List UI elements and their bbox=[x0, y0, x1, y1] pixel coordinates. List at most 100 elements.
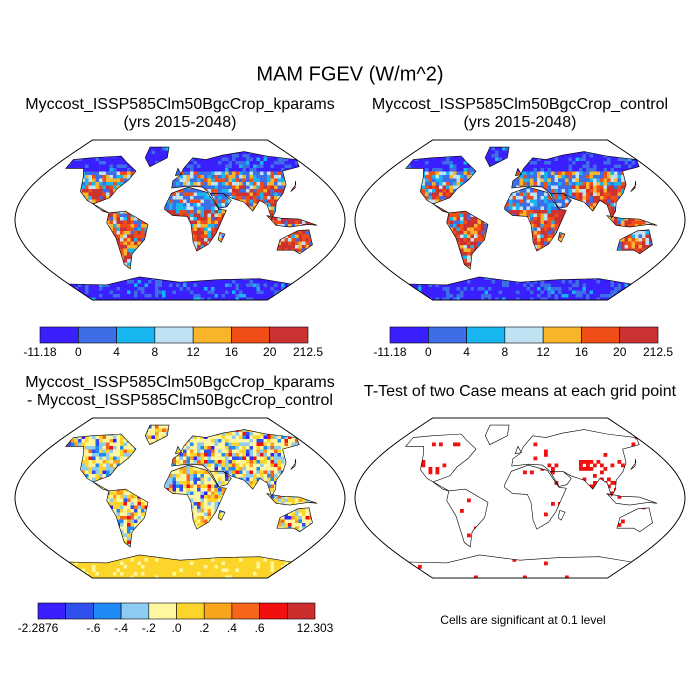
grid-cell bbox=[225, 161, 229, 165]
grid-cell bbox=[288, 147, 292, 148]
grid-cell bbox=[190, 168, 194, 172]
grid-cell bbox=[621, 147, 625, 148]
grid-cell bbox=[120, 238, 124, 242]
grid-cell bbox=[337, 172, 341, 176]
grid-cell bbox=[312, 147, 317, 151]
grid-cell bbox=[158, 287, 163, 291]
grid-cell bbox=[242, 154, 247, 158]
grid-cell bbox=[116, 238, 121, 242]
grid-cell bbox=[40, 287, 44, 291]
grid-cell bbox=[130, 241, 135, 246]
grid-cell bbox=[33, 294, 37, 298]
grid-cell bbox=[19, 256, 23, 260]
grid-cell bbox=[47, 144, 51, 148]
grid-cell bbox=[50, 161, 54, 165]
grid-cell bbox=[281, 224, 285, 228]
grid-cell bbox=[253, 185, 257, 190]
grid-cell bbox=[47, 154, 51, 158]
grid-cell bbox=[253, 157, 257, 162]
grid-cell bbox=[120, 220, 124, 225]
grid-cell bbox=[362, 144, 366, 148]
grid-cell bbox=[376, 158, 380, 162]
grid-cell bbox=[263, 161, 268, 165]
grid-cell bbox=[334, 284, 338, 288]
grid-cell bbox=[15, 196, 19, 200]
grid-cell bbox=[127, 283, 131, 288]
grid-cell bbox=[113, 157, 117, 162]
grid-cell bbox=[537, 157, 541, 162]
grid-cell bbox=[200, 210, 205, 214]
grid-cell bbox=[127, 294, 131, 298]
grid-cell bbox=[26, 147, 30, 151]
grid-cell bbox=[663, 144, 667, 148]
grid-cell bbox=[88, 157, 93, 162]
grid-cell bbox=[85, 290, 89, 295]
grid-cell bbox=[204, 192, 208, 197]
grid-cell bbox=[221, 157, 226, 162]
grid-cell bbox=[29, 175, 33, 179]
grid-cell bbox=[179, 283, 184, 288]
grid-cell bbox=[92, 199, 96, 204]
grid-cell bbox=[113, 231, 117, 235]
grid-cell bbox=[256, 182, 261, 186]
grid-cell bbox=[15, 249, 19, 253]
grid-cell bbox=[190, 287, 194, 291]
grid-cell bbox=[123, 248, 128, 253]
grid-cell bbox=[193, 203, 198, 207]
grid-cell bbox=[134, 280, 138, 284]
grid-cell bbox=[95, 196, 100, 200]
grid-cell bbox=[197, 217, 201, 221]
grid-cell bbox=[183, 168, 187, 172]
grid-cell bbox=[19, 277, 23, 281]
grid-cell bbox=[113, 161, 117, 165]
grid-cell bbox=[78, 140, 82, 144]
grid-cell bbox=[246, 189, 250, 193]
grid-cell bbox=[312, 147, 317, 148]
grid-cell bbox=[116, 287, 121, 291]
grid-cell bbox=[316, 150, 318, 155]
grid-cell bbox=[190, 210, 194, 214]
grid-cell bbox=[211, 287, 215, 291]
grid-cell bbox=[502, 154, 506, 158]
grid-cell bbox=[660, 140, 664, 144]
grid-cell bbox=[43, 161, 47, 165]
grid-cell bbox=[667, 144, 671, 148]
grid-cell bbox=[387, 140, 391, 144]
grid-cell bbox=[284, 164, 289, 169]
grid-cell bbox=[344, 238, 348, 242]
grid-cell bbox=[33, 298, 37, 302]
grid-cell bbox=[263, 164, 268, 169]
grid-cell bbox=[193, 224, 198, 228]
grid-cell bbox=[88, 294, 93, 298]
grid-cell bbox=[284, 238, 289, 242]
grid-cell bbox=[218, 213, 222, 218]
grid-cell bbox=[312, 269, 317, 274]
grid-cell bbox=[298, 234, 303, 239]
grid-cell bbox=[193, 178, 198, 183]
grid-cell bbox=[36, 140, 40, 144]
grid-cell bbox=[116, 224, 121, 228]
grid-cell bbox=[33, 284, 37, 288]
grid-cell bbox=[137, 287, 142, 291]
grid-cell bbox=[19, 245, 23, 249]
grid-cell bbox=[302, 280, 306, 284]
grid-cell bbox=[65, 294, 68, 298]
grid-cell bbox=[109, 157, 114, 162]
grid-cell bbox=[134, 234, 138, 239]
grid-cell bbox=[246, 185, 250, 190]
grid-cell bbox=[334, 249, 338, 253]
grid-cell bbox=[183, 206, 187, 211]
grid-cell bbox=[312, 157, 317, 162]
grid-cell bbox=[43, 270, 47, 274]
grid-cell bbox=[432, 161, 436, 165]
grid-cell bbox=[116, 175, 121, 179]
grid-cell bbox=[312, 297, 317, 300]
grid-cell bbox=[106, 164, 110, 169]
grid-cell bbox=[54, 284, 58, 288]
grid-cell bbox=[176, 206, 180, 211]
grid-cell bbox=[663, 147, 667, 151]
grid-cell bbox=[88, 161, 93, 165]
grid-cell bbox=[260, 280, 264, 284]
grid-cell bbox=[344, 259, 348, 263]
grid-cell bbox=[214, 157, 219, 162]
